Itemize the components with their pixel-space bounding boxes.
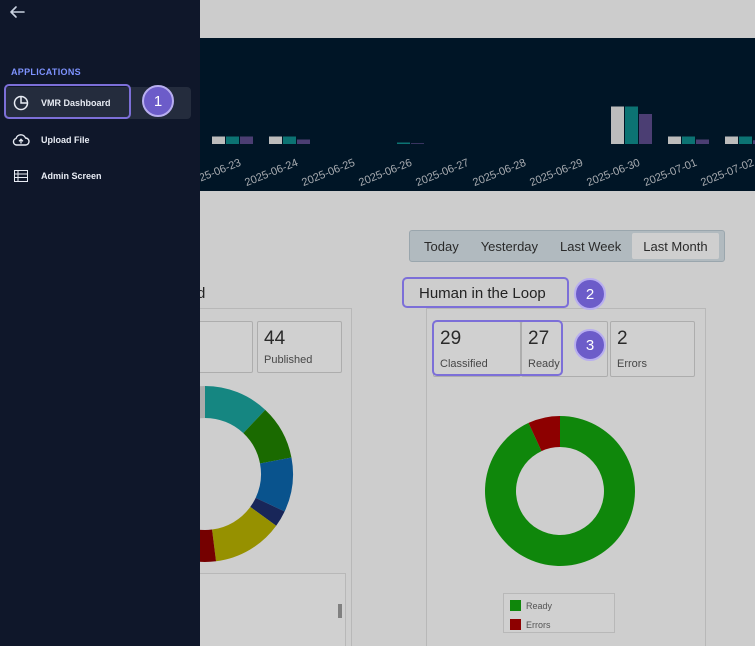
tab-last-week[interactable]: Last Week bbox=[560, 238, 622, 254]
bar bbox=[269, 136, 282, 144]
bar bbox=[725, 136, 738, 144]
x-tick-label: 2025-07-02 bbox=[699, 157, 755, 189]
x-tick-label: 2025-07-01 bbox=[642, 157, 699, 189]
x-tick-label: 2025-06-30 bbox=[585, 157, 642, 189]
tab-last-month[interactable]: Last Month bbox=[632, 233, 719, 259]
hitl-panel-title: Human in the Loop bbox=[419, 285, 546, 302]
left-legend: es es bbox=[179, 573, 346, 646]
left-donut-chart bbox=[181, 386, 293, 562]
table-icon bbox=[12, 167, 30, 185]
bar-chart-svg: 2025-06-23 2025-06-24 2025-06-25 2025-06-26… bbox=[186, 106, 755, 189]
bar bbox=[696, 139, 709, 144]
bar bbox=[639, 114, 652, 144]
bar bbox=[411, 143, 424, 144]
stat-label: Classified bbox=[440, 358, 488, 370]
x-tick-label: 2025-06-28 bbox=[471, 157, 528, 189]
left-panel-title: d bbox=[197, 285, 206, 302]
bar bbox=[397, 142, 410, 144]
stat-number: 29 bbox=[440, 328, 462, 349]
bar bbox=[668, 136, 681, 144]
bar bbox=[283, 136, 296, 144]
donut-slice bbox=[255, 457, 293, 512]
stat-label: Published bbox=[264, 354, 313, 366]
bar bbox=[240, 136, 253, 144]
sidebar-item-label: VMR Dashboard bbox=[41, 98, 111, 108]
annotation-badge-3: 3 bbox=[574, 329, 606, 361]
stat-published: 44 Published bbox=[257, 321, 342, 373]
donut-slice bbox=[205, 386, 266, 434]
x-tick-label: 2025-06-26 bbox=[357, 157, 414, 189]
donut-slice bbox=[528, 416, 560, 452]
stat-label: Ready bbox=[528, 358, 560, 370]
bar bbox=[625, 106, 638, 144]
stat-errors: 2 Errors bbox=[610, 321, 695, 377]
annotation-badge-1: 1 bbox=[142, 85, 174, 117]
bar bbox=[739, 136, 752, 144]
legend-swatch bbox=[510, 619, 521, 630]
cloud-upload-icon bbox=[12, 131, 30, 149]
donut-slice bbox=[212, 506, 277, 562]
bar bbox=[297, 139, 310, 144]
stat-classified: 29 Classified bbox=[433, 321, 521, 377]
hitl-donut-chart bbox=[485, 416, 635, 566]
legend-label: Errors bbox=[526, 619, 551, 630]
stat-number: 44 bbox=[264, 328, 286, 349]
x-tick-label: 2025-06-29 bbox=[528, 157, 585, 189]
legend-swatch bbox=[510, 600, 521, 611]
hitl-legend: Ready Errors bbox=[503, 593, 615, 633]
bar bbox=[212, 136, 225, 144]
pie-chart-icon bbox=[12, 94, 30, 112]
legend-label: Ready bbox=[526, 600, 553, 611]
back-arrow-icon[interactable] bbox=[8, 4, 28, 22]
stat-number: 2 bbox=[617, 328, 628, 349]
sidebar-item-upload-file[interactable]: Upload File bbox=[4, 124, 191, 156]
legend-scrollbar[interactable] bbox=[338, 604, 342, 618]
x-tick-label: 2025-06-27 bbox=[414, 157, 471, 189]
sidebar-item-label: Admin Screen bbox=[41, 171, 102, 181]
bar bbox=[611, 106, 624, 144]
section-label-applications: APPLICATIONS bbox=[11, 67, 81, 77]
bar bbox=[682, 136, 695, 144]
bar bbox=[226, 136, 239, 144]
donut-slice bbox=[250, 497, 285, 526]
legend-item-ready: Ready bbox=[510, 600, 552, 611]
sidebar-item-label: Upload File bbox=[41, 135, 90, 145]
tab-yesterday[interactable]: Yesterday bbox=[480, 238, 539, 254]
sidebar-item-admin-screen[interactable]: Admin Screen bbox=[4, 160, 191, 192]
donut-slice bbox=[243, 409, 292, 464]
donut-slice bbox=[485, 416, 635, 566]
bar bbox=[753, 140, 755, 144]
tab-today[interactable]: Today bbox=[424, 238, 459, 254]
stat-label: Errors bbox=[617, 358, 647, 370]
x-tick-label: 2025-06-24 bbox=[243, 157, 300, 189]
x-tick-label: 2025-06-25 bbox=[300, 157, 357, 189]
left-summary-panel: ified 44 Published es es bbox=[179, 308, 352, 646]
date-range-tabs: Today Yesterday Last Week Last Month bbox=[409, 230, 725, 262]
annotation-badge-2: 2 bbox=[574, 278, 606, 310]
legend-item-errors: Errors bbox=[510, 619, 551, 630]
hitl-panel: 29 Classified 27 Ready 2 Errors Ready Er… bbox=[426, 308, 706, 646]
stat-number: 27 bbox=[528, 328, 550, 349]
